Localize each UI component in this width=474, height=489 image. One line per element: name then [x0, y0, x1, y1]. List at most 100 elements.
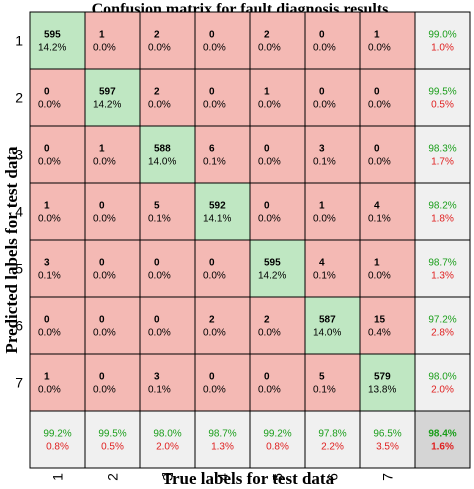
cell-count: 1: [99, 144, 105, 155]
matrix-cell: [84, 296, 141, 355]
matrix-cell: [84, 182, 141, 241]
cell-percent: 0.0%: [313, 100, 336, 111]
cell-percent: 0.0%: [313, 214, 336, 225]
overall-cell: [414, 410, 471, 469]
matrix-labels: 595 14.2% 1 0.0% 2 0.0% 0 0.0% 2 0.0% 0 0.0% 1 0.0% 0 0…: [15, 30, 457, 481]
matrix-cell: [249, 11, 306, 70]
col-error: 2.0%: [156, 442, 179, 453]
cell-count: 588: [154, 144, 171, 155]
cell-percent: 14.0%: [148, 157, 176, 168]
cell-count: 3: [319, 144, 325, 155]
cell-count: 0: [374, 144, 380, 155]
matrix-cell: [249, 239, 306, 298]
cell-count: 592: [209, 201, 226, 212]
cell-count: 4: [374, 201, 380, 212]
cell-percent: 0.0%: [203, 385, 226, 396]
cell-percent: 14.1%: [203, 214, 231, 225]
cell-percent: 14.2%: [258, 271, 286, 282]
matrix-cell: [29, 11, 86, 70]
cell-percent: 0.0%: [38, 214, 61, 225]
col-accuracy: 99.2%: [43, 429, 71, 440]
cell-count: 1: [374, 258, 380, 269]
matrix-cell: [359, 68, 416, 127]
cell-count: 2: [264, 315, 270, 326]
cell-count: 6: [209, 144, 215, 155]
row-accuracy: 98.3%: [428, 144, 456, 155]
cell-count: 0: [264, 144, 270, 155]
col-summary-cell: [359, 410, 416, 469]
cell-count: 1: [264, 87, 270, 98]
col-accuracy: 99.5%: [98, 429, 126, 440]
col-accuracy: 99.2%: [263, 429, 291, 440]
cell-count: 0: [319, 30, 325, 41]
matrix-cell: [249, 68, 306, 127]
matrix-cell: [194, 11, 251, 70]
cell-percent: 0.0%: [148, 100, 171, 111]
cell-percent: 0.1%: [203, 157, 226, 168]
cell-count: 5: [154, 201, 160, 212]
cell-percent: 0.0%: [258, 43, 281, 54]
cell-count: 0: [154, 258, 160, 269]
cell-percent: 0.1%: [313, 271, 336, 282]
matrix-grid: [29, 11, 471, 469]
cell-percent: 0.0%: [203, 328, 226, 339]
matrix-cell: [29, 68, 86, 127]
cell-percent: 0.0%: [38, 328, 61, 339]
row-accuracy: 99.0%: [428, 30, 456, 41]
matrix-cell: [194, 239, 251, 298]
cell-count: 1: [99, 30, 105, 41]
col-error: 1.3%: [211, 442, 234, 453]
matrix-cell: [84, 353, 141, 412]
row-error: 1.3%: [431, 271, 454, 282]
matrix-cell: [194, 353, 251, 412]
cell-percent: 0.0%: [203, 271, 226, 282]
col-summary-cell: [249, 410, 306, 469]
row-summary-cell: [414, 11, 471, 70]
cell-count: 15: [374, 315, 386, 326]
matrix-cell: [29, 239, 86, 298]
cell-percent: 0.4%: [368, 328, 391, 339]
matrix-cell: [304, 182, 361, 241]
cell-percent: 14.2%: [38, 43, 66, 54]
matrix-cell: [359, 182, 416, 241]
cell-percent: 0.1%: [148, 385, 171, 396]
cell-count: 1: [44, 372, 50, 383]
matrix-cell: [84, 239, 141, 298]
y-tick-label: 7: [15, 375, 23, 391]
cell-percent: 0.0%: [258, 328, 281, 339]
col-summary-cell: [29, 410, 86, 469]
cell-count: 1: [44, 201, 50, 212]
row-error: 1.0%: [431, 43, 454, 54]
matrix-cell: [249, 182, 306, 241]
matrix-cell: [304, 239, 361, 298]
cell-percent: 0.0%: [93, 43, 116, 54]
matrix-cell: [139, 182, 196, 241]
cell-percent: 0.0%: [93, 271, 116, 282]
col-summary-cell: [304, 410, 361, 469]
col-summary-cell: [84, 410, 141, 469]
cell-count: 0: [99, 315, 105, 326]
matrix-cell: [84, 68, 141, 127]
overall-error: 1.6%: [431, 442, 454, 453]
matrix-cell: [304, 296, 361, 355]
cell-percent: 14.0%: [313, 328, 341, 339]
row-error: 2.0%: [431, 385, 454, 396]
y-tick-label: 4: [15, 204, 23, 220]
row-summary-cell: [414, 125, 471, 184]
cell-count: 0: [44, 315, 50, 326]
matrix-cell: [194, 125, 251, 184]
matrix-cell: [84, 125, 141, 184]
cell-percent: 0.1%: [38, 271, 61, 282]
col-summary-cell: [139, 410, 196, 469]
matrix-cell: [359, 11, 416, 70]
row-accuracy: 97.2%: [428, 315, 456, 326]
matrix-cell: [139, 11, 196, 70]
cell-count: 2: [154, 30, 160, 41]
cell-count: 0: [264, 201, 270, 212]
cell-percent: 0.0%: [258, 157, 281, 168]
cell-percent: 0.0%: [203, 100, 226, 111]
y-tick-label: 2: [15, 90, 23, 106]
matrix-cell: [139, 239, 196, 298]
cell-percent: 0.0%: [38, 385, 61, 396]
